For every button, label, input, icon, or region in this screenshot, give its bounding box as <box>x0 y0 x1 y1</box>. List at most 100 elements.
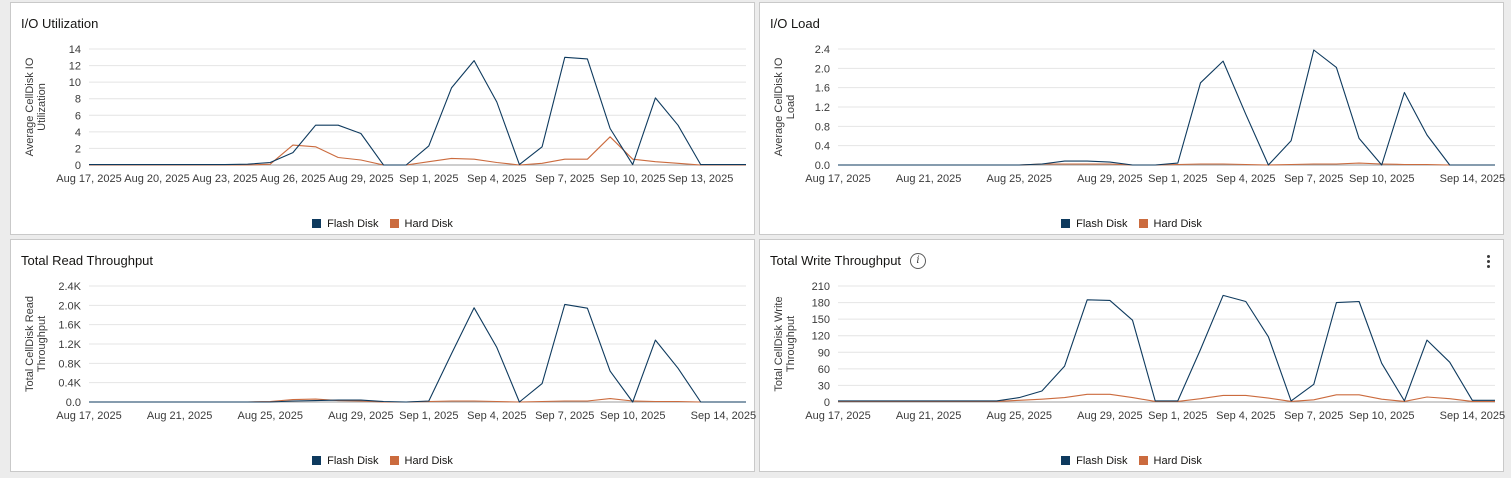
y-tick-label: 0.8K <box>58 358 81 370</box>
x-tick-label: Sep 7, 2025 <box>535 410 594 422</box>
y-tick-label: 1.2K <box>58 339 81 351</box>
y-tick-label: 2 <box>75 143 81 155</box>
io-utilization-panel: I/O Utilization 0 2 4 6 8 10 12 14 Average CellD… <box>10 2 755 235</box>
chart-legend: Flash Disk Hard Disk <box>11 455 754 469</box>
info-icon[interactable]: i <box>910 253 926 269</box>
x-tick-label: Sep 7, 2025 <box>1284 173 1343 185</box>
x-tick-label: Sep 13, 2025 <box>668 173 733 185</box>
write-throughput-panel: Total Write Throughput i 0 30 60 90 120 150 18… <box>759 239 1505 472</box>
more-options-icon[interactable] <box>1483 255 1493 271</box>
chart-legend: Flash Disk Hard Disk <box>760 218 1503 232</box>
legend-label: Hard Disk <box>404 217 453 230</box>
y-tick-label: 0 <box>75 160 81 172</box>
legend-label: Flash Disk <box>1076 454 1128 467</box>
x-tick-label: Aug 29, 2025 <box>328 410 393 422</box>
legend-flash-disk[interactable]: Flash Disk <box>312 218 378 230</box>
x-tick-label: Aug 23, 2025 <box>192 173 257 185</box>
x-tick-label: Sep 14, 2025 <box>1440 173 1505 185</box>
x-tick-label: Aug 26, 2025 <box>260 173 325 185</box>
x-tick-label: Aug 25, 2025 <box>238 410 303 422</box>
y-tick-label: 0.0 <box>815 160 830 172</box>
legend-label: Hard Disk <box>1153 454 1202 467</box>
legend-label: Hard Disk <box>1153 217 1202 230</box>
x-tick-label: Aug 20, 2025 <box>124 173 189 185</box>
x-tick-label: Sep 10, 2025 <box>1349 410 1414 422</box>
io-utilization-chart: 0 2 4 6 8 10 12 14 Average CellDisk IO Utilizatio… <box>24 44 746 185</box>
y-tick-label: 150 <box>812 314 830 326</box>
y-tick-label: 180 <box>812 298 830 310</box>
x-tick-label: Aug 25, 2025 <box>987 173 1052 185</box>
x-tick-label: Aug 29, 2025 <box>1077 173 1142 185</box>
y-tick-label: 8 <box>75 94 81 106</box>
legend-label: Flash Disk <box>327 454 379 467</box>
flash-disk-series-line <box>838 294 1495 402</box>
flash-disk-series-line <box>89 56 746 166</box>
legend-flash-disk[interactable]: Flash Disk <box>1061 455 1127 467</box>
x-tick-label: Sep 10, 2025 <box>1349 173 1414 185</box>
x-tick-label: Aug 25, 2025 <box>987 410 1052 422</box>
y-axis-title: Total CellDisk Write <box>773 296 785 391</box>
flash-disk-swatch <box>1061 219 1071 228</box>
legend-hard-disk[interactable]: Hard Disk <box>389 454 453 467</box>
x-tick-label: Sep 1, 2025 <box>399 410 458 422</box>
panel-title: I/O Utilization <box>21 16 99 31</box>
hard-disk-swatch <box>1138 456 1148 465</box>
y-tick-label: 6 <box>75 110 81 122</box>
y-tick-label: 0 <box>824 397 830 409</box>
y-tick-label: 2.0K <box>58 300 81 312</box>
x-tick-label: Sep 7, 2025 <box>535 173 594 185</box>
y-tick-label: 1.6K <box>58 320 81 332</box>
x-tick-label: Sep 7, 2025 <box>1284 410 1343 422</box>
x-tick-label: Sep 1, 2025 <box>1148 173 1207 185</box>
x-tick-label: Aug 21, 2025 <box>896 173 961 185</box>
x-tick-label: Sep 14, 2025 <box>691 410 756 422</box>
y-tick-label: 4 <box>75 127 81 139</box>
y-tick-label: 12 <box>69 61 81 73</box>
legend-label: Hard Disk <box>404 454 453 467</box>
legend-hard-disk[interactable]: Hard Disk <box>389 217 453 230</box>
y-tick-label: 60 <box>818 364 830 376</box>
x-tick-label: Sep 14, 2025 <box>1440 410 1505 422</box>
y-axis-title: Load <box>785 95 797 119</box>
x-tick-label: Aug 21, 2025 <box>896 410 961 422</box>
x-tick-label: Sep 4, 2025 <box>1216 173 1275 185</box>
x-tick-label: Sep 10, 2025 <box>600 173 665 185</box>
y-axis-title: Total CellDisk Read <box>24 296 36 392</box>
y-tick-label: 0.8 <box>815 121 830 133</box>
y-tick-label: 0.4K <box>58 378 81 390</box>
y-tick-label: 120 <box>812 331 830 343</box>
y-axis-title: Average CellDisk IO <box>24 57 36 156</box>
x-tick-label: Aug 21, 2025 <box>147 410 212 422</box>
y-tick-label: 1.2 <box>815 102 830 114</box>
legend-flash-disk[interactable]: Flash Disk <box>1061 218 1127 230</box>
legend-flash-disk[interactable]: Flash Disk <box>312 455 378 467</box>
legend-label: Flash Disk <box>327 217 379 230</box>
x-tick-label: Sep 4, 2025 <box>467 173 526 185</box>
legend-hard-disk[interactable]: Hard Disk <box>1138 454 1202 467</box>
x-tick-label: Aug 29, 2025 <box>1077 410 1142 422</box>
x-tick-label: Sep 1, 2025 <box>399 173 458 185</box>
panel-title: I/O Load <box>770 16 820 31</box>
hard-disk-swatch <box>389 456 399 465</box>
hard-disk-swatch <box>1138 219 1148 228</box>
y-tick-label: 0.4 <box>815 141 830 153</box>
flash-disk-swatch <box>312 456 322 465</box>
x-tick-label: Sep 4, 2025 <box>1216 410 1275 422</box>
y-tick-label: 2.0 <box>815 63 830 75</box>
io-load-chart: 0.0 0.4 0.8 1.2 1.6 2.0 2.4 Average CellDisk IO… <box>773 44 1505 185</box>
flash-disk-series-line <box>838 49 1495 166</box>
y-axis-title: Average CellDisk IO <box>773 57 785 156</box>
x-tick-label: Aug 17, 2025 <box>56 173 121 185</box>
chart-legend: Flash Disk Hard Disk <box>11 218 754 232</box>
legend-hard-disk[interactable]: Hard Disk <box>1138 217 1202 230</box>
y-tick-label: 0.0 <box>66 397 81 409</box>
y-axis-title: Throughput <box>785 316 797 372</box>
io-load-panel: I/O Load 0.0 0.4 0.8 1.2 1.6 2.0 2.4 Average Ce… <box>759 2 1505 235</box>
hard-disk-series-line <box>838 393 1495 402</box>
y-tick-label: 10 <box>69 77 81 89</box>
panel-title: Total Write Throughput <box>770 253 902 268</box>
y-tick-label: 2.4 <box>815 44 830 56</box>
chart-legend: Flash Disk Hard Disk <box>760 455 1503 469</box>
x-tick-label: Sep 1, 2025 <box>1148 410 1207 422</box>
x-tick-label: Aug 17, 2025 <box>805 410 870 422</box>
